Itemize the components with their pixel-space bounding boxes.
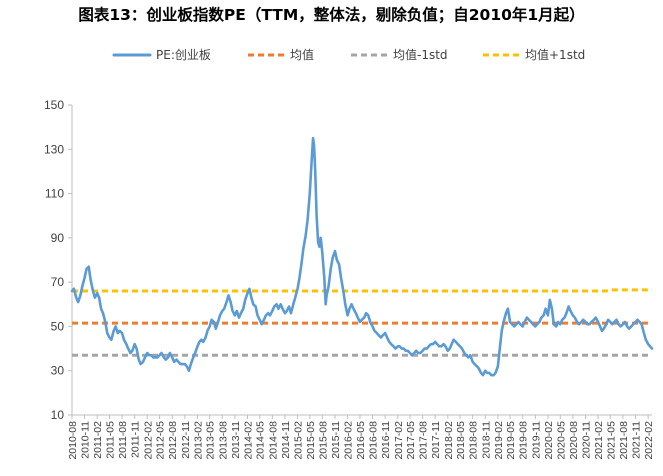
x-tick-label: 2010-08	[67, 421, 79, 460]
x-tick-label: 2012-02	[142, 421, 154, 460]
x-tick-label: 2019-02	[493, 421, 505, 460]
x-axis: 2010-08 2010-11 2011-02 2011-05 2011-08 2011-…	[67, 414, 655, 460]
x-tick-label: 2016-11	[380, 421, 392, 459]
y-tick-label: 10	[51, 408, 65, 422]
x-tick-label: 2013-05	[205, 421, 217, 460]
legend-label-0: PE:创业板	[156, 48, 211, 62]
x-tick-label: 2021-11	[631, 421, 643, 459]
x-tick-label: 2014-05	[255, 421, 267, 460]
x-tick-label: 2017-02	[393, 421, 405, 460]
x-tick-label: 2022-02	[643, 421, 655, 460]
x-tick-label: 2019-08	[518, 421, 530, 460]
x-tick-label: 2011-11	[130, 421, 142, 458]
x-tick-label: 2016-05	[355, 421, 367, 460]
x-tick-label: 2013-11	[230, 421, 242, 459]
x-tick-label: 2016-08	[368, 421, 380, 460]
x-tick-label: 2015-05	[305, 421, 317, 460]
x-tick-label: 2020-02	[543, 421, 555, 460]
y-axis: 10 30 50 70 90 110 130 150	[44, 98, 73, 422]
series-group	[70, 136, 654, 377]
x-tick-label: 2014-11	[280, 421, 292, 459]
series-line-0	[70, 136, 654, 377]
x-tick-label: 2021-02	[593, 421, 605, 460]
legend-label-3: 均值+1std	[525, 47, 585, 62]
y-tick-label: 90	[51, 231, 65, 245]
x-tick-label: 2017-05	[405, 421, 417, 460]
x-tick-label: 2019-11	[530, 421, 542, 459]
x-tick-label: 2015-11	[330, 421, 342, 459]
x-tick-label: 2018-11	[480, 421, 492, 459]
x-tick-label: 2011-02	[92, 421, 104, 459]
x-tick-label: 2014-02	[243, 421, 255, 460]
series-line-3	[72, 288, 652, 293]
x-tick-label: 2011-05	[104, 421, 116, 459]
x-tick-label: 2020-11	[580, 421, 592, 459]
legend-label-2: 均值-1std	[393, 47, 448, 62]
x-tick-label: 2017-08	[418, 421, 430, 460]
x-tick-label: 2021-05	[605, 421, 617, 460]
x-tick-label: 2020-08	[568, 421, 580, 460]
y-tick-label: 130	[44, 142, 64, 156]
x-tick-label: 2015-08	[317, 421, 329, 460]
x-tick-label: 2020-05	[555, 421, 567, 460]
x-tick-label: 2018-08	[468, 421, 480, 460]
x-tick-label: 2013-02	[192, 421, 204, 460]
y-tick-label: 30	[51, 364, 65, 378]
x-tick-label: 2011-08	[117, 421, 129, 459]
x-tick-label: 2017-11	[430, 421, 442, 459]
x-tick-label: 2012-05	[155, 421, 167, 460]
x-tick-label: 2019-05	[505, 421, 517, 460]
x-tick-label: 2013-08	[217, 421, 229, 460]
x-tick-label: 2016-02	[343, 421, 355, 460]
y-tick-label: 70	[51, 275, 65, 289]
x-tick-label: 2021-08	[618, 421, 630, 460]
x-tick-label: 2015-02	[293, 421, 305, 460]
chart-title: 图表13：创业板指数PE（TTM，整体法，剔除负值；自2010年1月起）	[78, 5, 584, 24]
x-tick-label: 2018-05	[455, 421, 467, 460]
legend: PE:创业板 均值 均值-1std 均值+1std	[112, 47, 585, 62]
y-tick-label: 50	[51, 319, 65, 333]
legend-label-1: 均值	[290, 47, 314, 62]
y-tick-label: 110	[45, 187, 64, 201]
y-tick-label: 150	[44, 98, 64, 112]
x-tick-label: 2014-08	[267, 421, 279, 460]
reference-lines	[72, 288, 652, 357]
x-tick-label: 2012-11	[180, 421, 192, 459]
x-tick-label: 2018-02	[443, 421, 455, 460]
x-tick-label: 2010-11	[80, 421, 92, 459]
x-tick-label: 2012-08	[167, 421, 179, 460]
